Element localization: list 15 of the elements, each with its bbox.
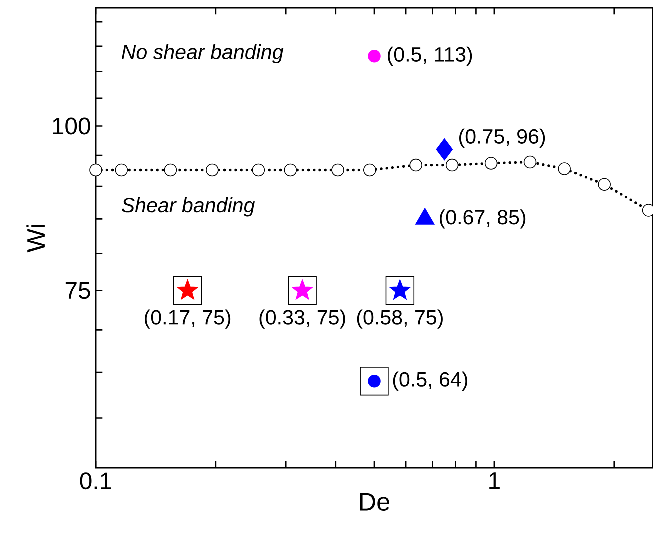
y-tick-label: 75 xyxy=(66,282,90,300)
y-axis-title: Wi xyxy=(26,224,45,253)
x-tick-label: 0.1 xyxy=(80,472,112,490)
annotation: (0.5, 64) xyxy=(393,372,468,391)
annotation: (0.67, 85) xyxy=(440,210,526,229)
annotation: (0.58, 75) xyxy=(357,310,443,329)
y-tick-label: 100 xyxy=(53,118,90,135)
x-tick-label: 1 xyxy=(490,472,500,490)
annotation: (0.17, 75) xyxy=(145,310,231,329)
annotation: (0.33, 75) xyxy=(260,310,346,329)
annotation: (0.5, 113) xyxy=(388,46,472,66)
annotation: Shear banding xyxy=(122,198,256,217)
annotation: No shear banding xyxy=(122,44,284,64)
annotation: (0.75, 96) xyxy=(460,128,546,148)
x-axis-title: De xyxy=(360,493,390,511)
